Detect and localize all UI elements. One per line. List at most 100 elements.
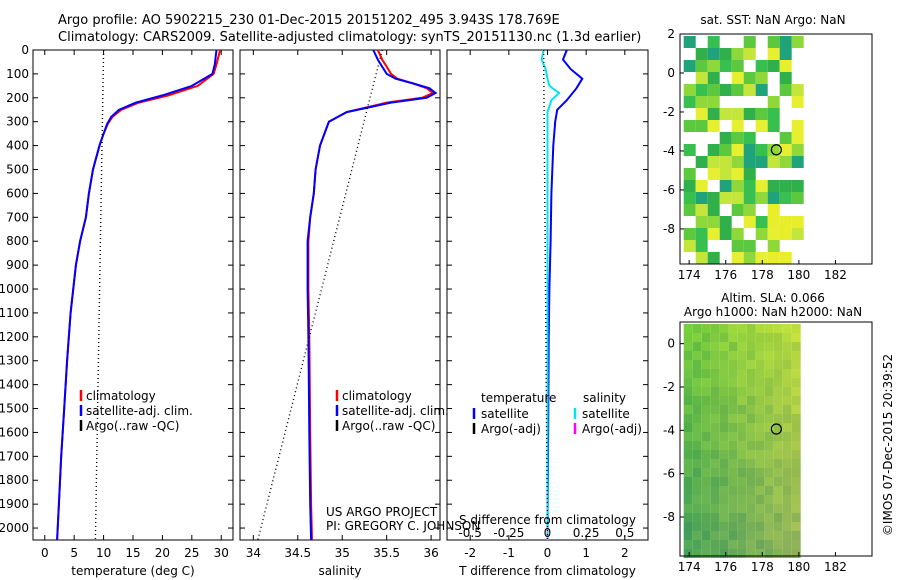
map-cell (683, 144, 696, 156)
map-cell (746, 450, 756, 459)
map-cell (746, 360, 756, 369)
map-cell (782, 378, 792, 387)
map-cell (791, 441, 801, 450)
map-cell (767, 216, 780, 228)
map-cell (683, 360, 693, 369)
map-y-tick-label: -4 (663, 144, 675, 158)
map-cell (683, 504, 693, 513)
map-cell (707, 252, 720, 264)
map-cell (743, 144, 756, 156)
map-cell (791, 513, 801, 522)
map-cell (683, 180, 696, 192)
y-tick-label: 1900 (0, 497, 29, 511)
map-cell (701, 486, 711, 495)
map-cell (779, 36, 792, 48)
map-cell (782, 369, 792, 378)
map-cell (764, 369, 774, 378)
map-cell (719, 168, 732, 180)
map-cell (719, 84, 732, 96)
map-cell (782, 396, 792, 405)
map-cell (719, 450, 729, 459)
map-cell (707, 108, 720, 120)
map-cell (791, 192, 804, 204)
map-cell (755, 351, 765, 360)
map-cell (683, 486, 693, 495)
map-cell (746, 432, 756, 441)
map-cell (743, 156, 756, 168)
map-cell (707, 96, 720, 108)
panel-frame-temperature (32, 49, 234, 541)
map-cell (695, 180, 708, 192)
map-cell (791, 477, 801, 486)
map-cell (755, 378, 765, 387)
map-cell (746, 414, 756, 423)
map-cell (755, 423, 765, 432)
series-line-salinity-0 (307, 49, 435, 541)
map-y-tick-label: -4 (663, 423, 675, 437)
map-cell (731, 72, 744, 84)
map-cell (755, 216, 768, 228)
map-cell (767, 156, 780, 168)
map-cell (719, 216, 732, 228)
map-cell (737, 423, 747, 432)
map-cell (683, 96, 696, 108)
map-cell (731, 252, 744, 264)
map-cell (764, 414, 774, 423)
climatology-title: Climatology: CARS2009. Satellite-adjuste… (58, 30, 642, 45)
map-cell (746, 369, 756, 378)
map-cell (701, 468, 711, 477)
map-cell (773, 540, 783, 549)
map-cell (746, 477, 756, 486)
map-cell (683, 522, 693, 531)
map-cell (773, 369, 783, 378)
map-cell (701, 477, 711, 486)
x2-tick-label: 0 (544, 526, 552, 540)
map-cell (710, 459, 720, 468)
map-cell (731, 156, 744, 168)
map-cell (692, 423, 702, 432)
map-cell (791, 333, 801, 342)
map-cell (737, 360, 747, 369)
map-cell (737, 540, 747, 549)
x-axis-label: salinity (318, 564, 361, 578)
legend-label: satellite-adj. clim. (86, 404, 193, 418)
map-cell (710, 324, 720, 333)
map-cell (710, 423, 720, 432)
map-cell (791, 144, 804, 156)
map-y-tick-label: -8 (663, 510, 675, 524)
map-cell (731, 228, 744, 240)
map-cell (764, 432, 774, 441)
map-cell (755, 72, 768, 84)
map-cell (692, 513, 702, 522)
map-cell (791, 450, 801, 459)
map-cell (782, 432, 792, 441)
map-cell (779, 144, 792, 156)
x-tick-label: 34 (246, 546, 261, 560)
map-cell (683, 240, 696, 252)
map-cell (710, 549, 720, 558)
map-cell (728, 423, 738, 432)
map-cell (728, 351, 738, 360)
map-cell (692, 441, 702, 450)
map-cell (755, 432, 765, 441)
map-cell (746, 531, 756, 540)
map-cell (737, 441, 747, 450)
map-cell (701, 504, 711, 513)
map-cell (791, 360, 801, 369)
map-cell (791, 522, 801, 531)
map-cell (737, 396, 747, 405)
map-cell (695, 48, 708, 60)
map-cell (737, 459, 747, 468)
map-cell (728, 387, 738, 396)
map-cell (767, 252, 780, 264)
map-cell (779, 48, 792, 60)
map-cell (728, 477, 738, 486)
map-cell (728, 441, 738, 450)
map-cell (731, 192, 744, 204)
map-cell (773, 396, 783, 405)
map-cell (791, 120, 804, 132)
y-tick-label: 900 (6, 258, 29, 272)
map-cell (755, 324, 765, 333)
map-y-tick-label: 2 (667, 27, 675, 41)
map-cell (737, 513, 747, 522)
